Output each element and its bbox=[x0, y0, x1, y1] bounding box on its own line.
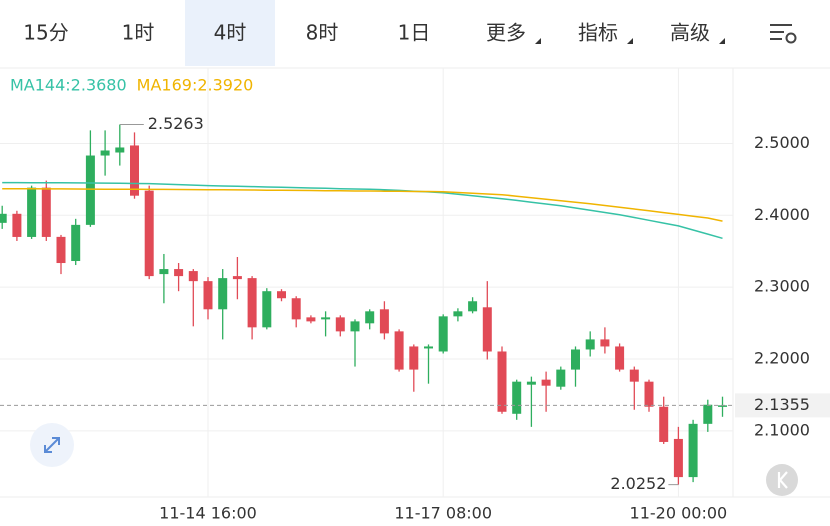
candle-body bbox=[188, 271, 198, 282]
candle-body bbox=[541, 379, 551, 386]
candle-body bbox=[56, 236, 66, 264]
candle-body bbox=[526, 381, 536, 385]
candle-body bbox=[600, 339, 610, 347]
candle-body bbox=[365, 311, 375, 324]
y-tick-label: 2.5000 bbox=[754, 133, 810, 152]
candle-body bbox=[615, 346, 625, 370]
candle-body bbox=[130, 145, 139, 196]
candle-body bbox=[115, 147, 125, 153]
y-tick-label: 2.4000 bbox=[754, 205, 810, 224]
tab-bar: 15分 1时 4时 8时 1日 更多 指标 高级 bbox=[23, 0, 725, 66]
candle-body bbox=[644, 381, 654, 407]
candle-body bbox=[232, 276, 242, 280]
candle-body bbox=[218, 278, 228, 310]
tab[interactable]: 1日 bbox=[398, 21, 431, 45]
legend-entry: MA144:2.3680 bbox=[10, 76, 127, 95]
plot: 2.1000 2.2000 2.3000 2.4000 2.5000 11-14 16:0… bbox=[0, 68, 830, 523]
candle-body bbox=[321, 317, 331, 320]
candle-body bbox=[453, 311, 463, 317]
reset-button[interactable] bbox=[766, 464, 798, 496]
candle-body bbox=[262, 291, 272, 328]
candle-body bbox=[424, 346, 433, 349]
candle-body bbox=[203, 281, 213, 310]
candle-body bbox=[468, 301, 478, 312]
reset-icon bbox=[777, 471, 788, 489]
tab[interactable]: 更多 bbox=[486, 21, 526, 45]
candle-body bbox=[174, 269, 184, 277]
candle-body bbox=[159, 269, 169, 275]
tab-caret bbox=[719, 38, 725, 44]
x-tick-label: 11-14 16:00 bbox=[159, 504, 257, 523]
candle-body bbox=[659, 406, 669, 442]
candle-body bbox=[0, 213, 7, 223]
candle-body bbox=[629, 369, 639, 382]
ma-line bbox=[2, 181, 723, 240]
candle-body bbox=[71, 224, 81, 262]
max-label: 2.5263 bbox=[148, 114, 204, 133]
candle-body bbox=[350, 321, 360, 332]
tab-caret bbox=[627, 38, 633, 44]
candle-body bbox=[144, 190, 154, 277]
tab[interactable]: 1时 bbox=[122, 21, 155, 45]
tab[interactable]: 15分 bbox=[23, 21, 68, 45]
legend-entry: MA169:2.3920 bbox=[137, 76, 254, 95]
tab-active-bg bbox=[185, 0, 275, 66]
ma-line bbox=[2, 187, 723, 222]
candle-body bbox=[571, 349, 580, 370]
last-price-label: 2.1355 bbox=[754, 395, 810, 414]
y-tick-label: 2.3000 bbox=[754, 277, 810, 296]
candle-body bbox=[703, 404, 713, 424]
y-tick-label: 2.1000 bbox=[754, 420, 810, 439]
candle-body bbox=[688, 423, 698, 478]
candle-body bbox=[12, 213, 22, 237]
candle-body bbox=[556, 369, 566, 387]
candle-body bbox=[277, 291, 286, 299]
candle-body bbox=[335, 317, 345, 332]
expand-button[interactable] bbox=[30, 423, 74, 467]
candle-body bbox=[512, 381, 522, 414]
button-bg bbox=[766, 464, 798, 496]
tab-caret bbox=[535, 38, 541, 44]
candle-body bbox=[438, 316, 448, 352]
candle-body bbox=[306, 317, 316, 322]
expand-icon bbox=[44, 437, 60, 453]
candle-body bbox=[497, 351, 507, 412]
candle-body bbox=[247, 278, 257, 328]
candle-body bbox=[718, 405, 727, 407]
candle-body bbox=[585, 339, 595, 350]
icon-gear bbox=[785, 32, 797, 44]
candle-body bbox=[409, 346, 419, 370]
candle-body bbox=[41, 187, 51, 237]
settings-icon[interactable] bbox=[770, 24, 797, 44]
tab[interactable]: 指标 bbox=[578, 21, 618, 45]
tab[interactable]: 4时 bbox=[214, 21, 247, 45]
candle-body bbox=[482, 307, 492, 352]
x-tick-label: 11-20 00:00 bbox=[630, 504, 728, 523]
y-tick-label: 2.2000 bbox=[754, 349, 810, 368]
candle-body bbox=[27, 187, 37, 237]
candle-body bbox=[394, 331, 404, 370]
candle-body bbox=[291, 298, 301, 320]
candle-body bbox=[673, 438, 683, 478]
min-label: 2.0252 bbox=[610, 474, 666, 493]
tab[interactable]: 8时 bbox=[306, 21, 339, 45]
candle-body bbox=[379, 309, 389, 334]
x-tick-label: 11-17 08:00 bbox=[394, 504, 492, 523]
candle-body bbox=[85, 155, 95, 225]
last-price-box bbox=[735, 393, 830, 418]
candle-body bbox=[100, 150, 110, 156]
tab[interactable]: 高级 bbox=[670, 21, 710, 45]
